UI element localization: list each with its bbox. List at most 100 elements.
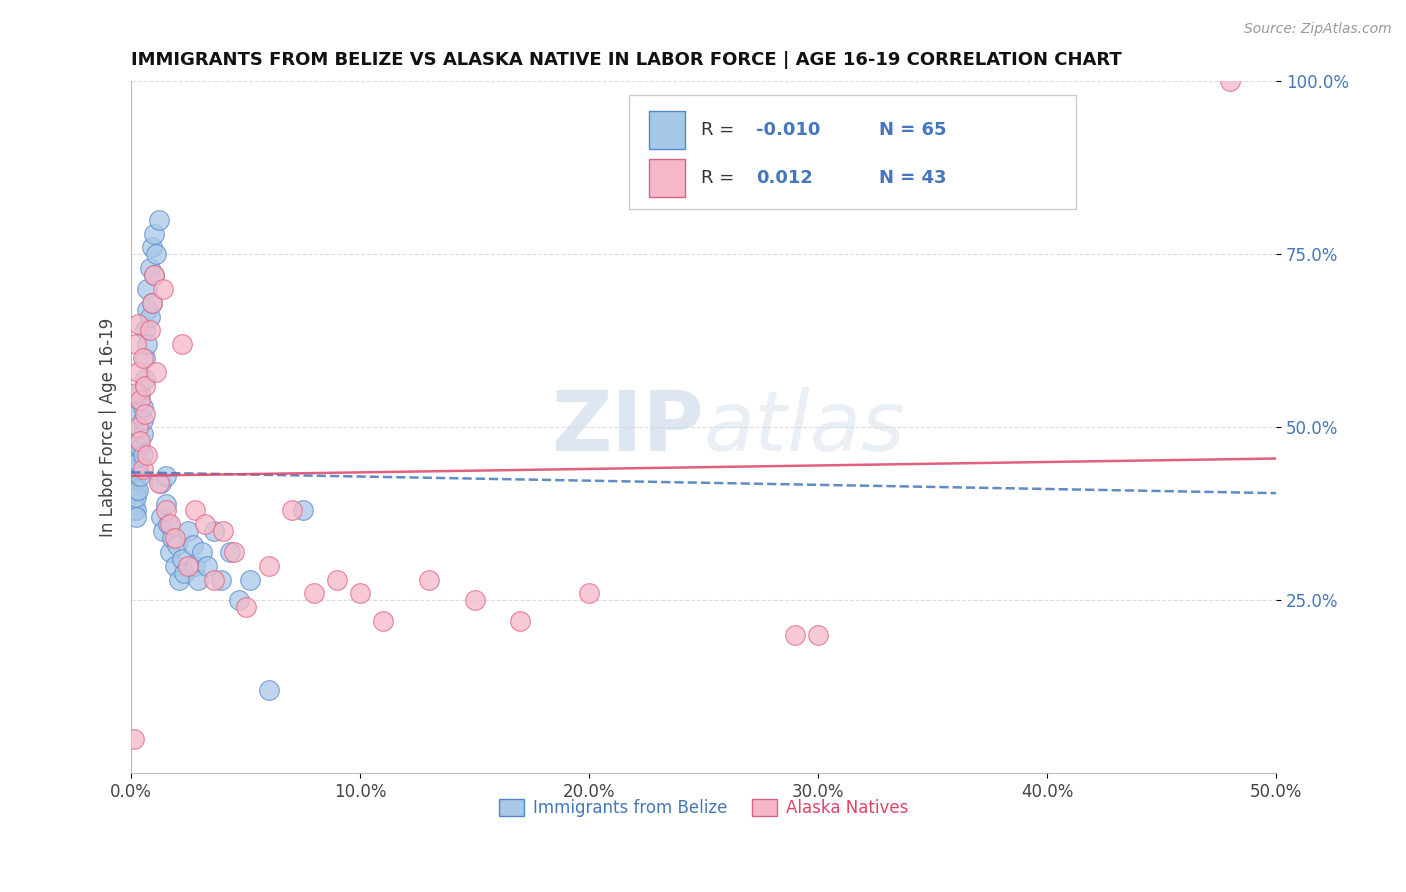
- Point: [150, 510, 173, 524]
- Text: -0.010: -0.010: [756, 120, 821, 139]
- Point: [578, 586, 600, 600]
- Point: [131, 400, 153, 414]
- Text: R =: R =: [702, 169, 741, 187]
- Point: [150, 475, 173, 490]
- Point: [138, 261, 160, 276]
- Point: [218, 545, 240, 559]
- Point: [349, 586, 371, 600]
- Point: [129, 392, 152, 407]
- Point: [127, 462, 149, 476]
- Point: [143, 227, 166, 241]
- Point: [136, 337, 159, 351]
- Y-axis label: In Labor Force | Age 16-19: In Labor Force | Age 16-19: [100, 318, 117, 537]
- Point: [125, 448, 148, 462]
- Point: [125, 483, 148, 497]
- Text: N = 65: N = 65: [879, 120, 946, 139]
- Text: atlas: atlas: [703, 387, 905, 468]
- Point: [136, 448, 159, 462]
- Text: 0.012: 0.012: [756, 169, 813, 187]
- Text: IMMIGRANTS FROM BELIZE VS ALASKA NATIVE IN LABOR FORCE | AGE 16-19 CORRELATION C: IMMIGRANTS FROM BELIZE VS ALASKA NATIVE …: [131, 51, 1122, 69]
- Point: [122, 731, 145, 746]
- Point: [122, 496, 145, 510]
- Point: [138, 324, 160, 338]
- Point: [193, 517, 215, 532]
- Point: [148, 212, 170, 227]
- Point: [291, 503, 314, 517]
- Point: [155, 503, 177, 517]
- Point: [145, 247, 167, 261]
- Point: [125, 490, 148, 504]
- Point: [195, 558, 218, 573]
- Point: [152, 282, 174, 296]
- Point: [131, 413, 153, 427]
- Point: [129, 441, 152, 455]
- Point: [125, 468, 148, 483]
- Point: [211, 524, 233, 539]
- Point: [464, 593, 486, 607]
- Point: [125, 385, 148, 400]
- Point: [228, 593, 250, 607]
- Point: [371, 614, 394, 628]
- Point: [257, 683, 280, 698]
- Point: [131, 448, 153, 462]
- Legend: Immigrants from Belize, Alaska Natives: Immigrants from Belize, Alaska Natives: [492, 792, 914, 824]
- Point: [509, 614, 531, 628]
- Text: N = 43: N = 43: [879, 169, 946, 187]
- Point: [127, 420, 149, 434]
- Point: [134, 379, 156, 393]
- Point: [170, 552, 193, 566]
- Point: [134, 324, 156, 338]
- Point: [163, 558, 186, 573]
- Point: [122, 462, 145, 476]
- Point: [122, 475, 145, 490]
- Point: [136, 302, 159, 317]
- Point: [141, 295, 163, 310]
- Text: Source: ZipAtlas.com: Source: ZipAtlas.com: [1244, 22, 1392, 37]
- Point: [131, 462, 153, 476]
- Point: [239, 573, 262, 587]
- Point: [129, 385, 152, 400]
- Point: [127, 483, 149, 497]
- Point: [155, 496, 177, 510]
- Point: [1219, 74, 1241, 88]
- Point: [125, 503, 148, 517]
- Point: [159, 545, 181, 559]
- Point: [122, 490, 145, 504]
- Point: [184, 503, 207, 517]
- Point: [127, 434, 149, 449]
- Point: [173, 566, 195, 580]
- Point: [129, 468, 152, 483]
- Point: [125, 337, 148, 351]
- Point: [141, 295, 163, 310]
- Point: [155, 468, 177, 483]
- Point: [257, 558, 280, 573]
- Point: [166, 538, 188, 552]
- Point: [127, 420, 149, 434]
- Point: [170, 337, 193, 351]
- Point: [131, 427, 153, 442]
- Point: [145, 365, 167, 379]
- FancyBboxPatch shape: [648, 111, 685, 149]
- Point: [187, 573, 209, 587]
- Point: [280, 503, 302, 517]
- Point: [131, 351, 153, 366]
- Point: [129, 392, 152, 407]
- FancyBboxPatch shape: [630, 95, 1076, 210]
- Point: [202, 524, 225, 539]
- Point: [235, 600, 257, 615]
- Point: [181, 538, 204, 552]
- Point: [138, 310, 160, 324]
- Point: [143, 268, 166, 282]
- Point: [163, 531, 186, 545]
- Point: [169, 573, 191, 587]
- Point: [127, 317, 149, 331]
- Point: [129, 434, 152, 449]
- Point: [125, 510, 148, 524]
- Point: [141, 240, 163, 254]
- Point: [156, 517, 179, 532]
- Point: [209, 573, 232, 587]
- Point: [304, 586, 326, 600]
- Point: [134, 351, 156, 366]
- Point: [807, 628, 830, 642]
- Point: [127, 407, 149, 421]
